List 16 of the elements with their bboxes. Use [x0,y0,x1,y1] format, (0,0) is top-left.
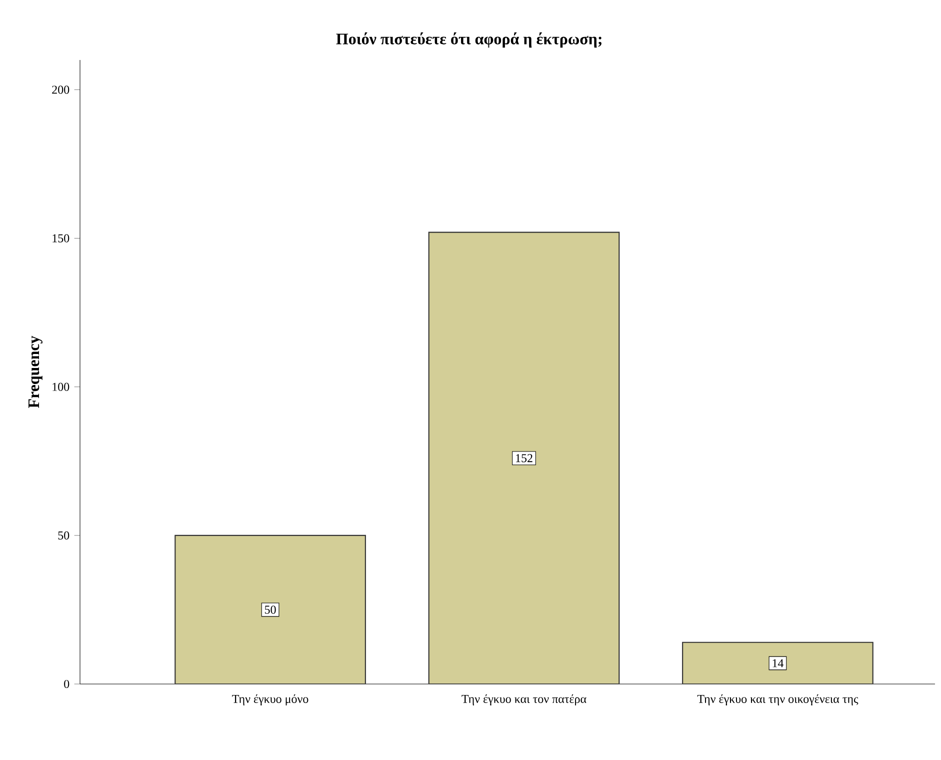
y-tick-label: 100 [52,382,70,391]
x-tick-label: Την έγκυο και τον πατέρα [462,694,586,706]
y-tick-label: 150 [52,234,70,242]
y-tick-label: 50 [58,531,70,540]
bar [174,534,366,684]
y-tick-label: 200 [52,86,70,94]
bar [428,232,620,684]
y-tick-label: 0 [64,680,70,688]
x-tick-label: Την έγκυο και την οικογένεια της [697,694,858,706]
data-label: 50 [264,606,276,614]
data-label: 14 [772,659,784,668]
y-axis-title: Frequency [28,336,42,408]
x-tick-label: Την έγκυο μόνο [232,694,308,706]
chart-title: Ποιόν πιστεύετε ότι αφορά η έκτρωση; [336,32,602,48]
bar [682,642,874,684]
data-label: 152 [516,454,532,462]
